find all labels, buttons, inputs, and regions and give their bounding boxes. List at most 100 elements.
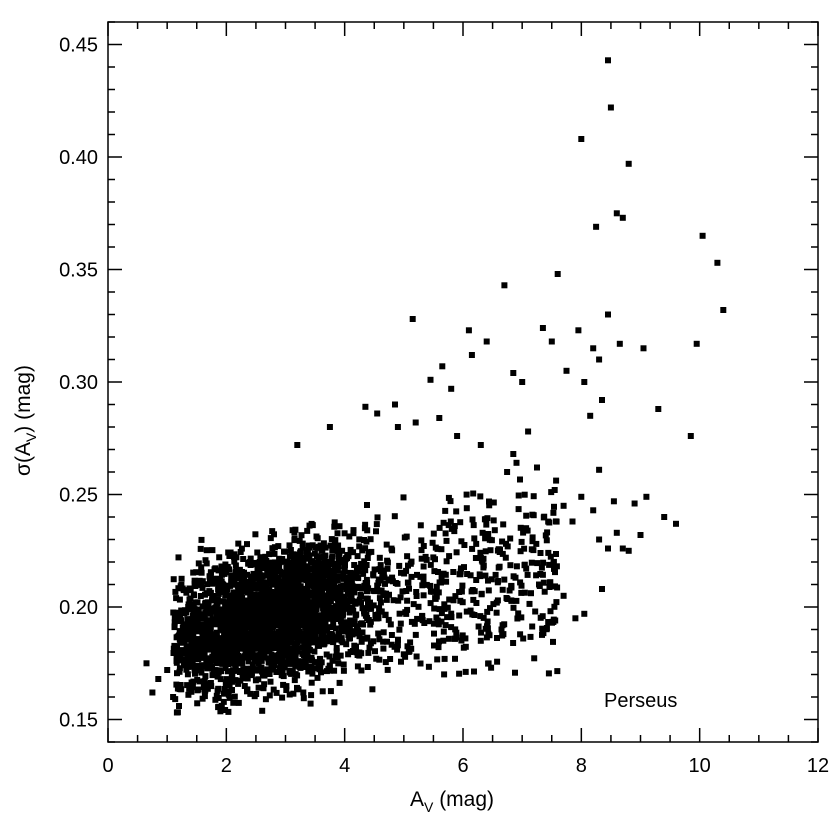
band-point-421 [304,555,311,562]
dense-point-2484 [360,570,367,577]
band-point-692 [404,606,411,613]
band-point-410 [328,590,335,597]
dense-point-2166 [189,653,195,660]
dense-point-460 [237,549,244,555]
x-axis-label-unit: (mag) [433,788,494,811]
band-point-373 [346,620,353,627]
band-point-485 [306,575,313,582]
data-point-59 [590,507,597,514]
dense-point-2528 [292,662,299,669]
dense-point-2478 [268,663,275,670]
dense-point-1351 [380,629,387,636]
band-point-187 [310,631,317,638]
dense-point-1607 [356,633,363,640]
dense-point-2359 [254,611,261,618]
dense-point-2078 [226,595,233,602]
dense-point-2589 [230,599,237,606]
dense-point-2543 [252,645,259,652]
dense-point-1812 [201,693,208,700]
dense-point-1807 [189,684,196,691]
band-point-517 [539,571,546,578]
dense-point-1441 [199,578,206,585]
band-point-349 [550,558,557,565]
dense-point-2501 [286,542,293,549]
band-point-546 [521,491,528,498]
dense-point-2101 [269,618,276,625]
dense-point-2496 [291,621,298,628]
band-point-590 [290,607,297,614]
dense-point-2561 [284,593,291,600]
band-point-315 [374,587,381,594]
band-point-285 [459,632,466,639]
band-point-6 [380,645,387,652]
band-point-378 [549,619,555,626]
dense-point-2585 [286,691,293,698]
dense-point-2526 [234,629,241,636]
band-point-691 [367,599,373,606]
band-point-477 [459,582,466,589]
y-tick-labels: 0.15 0.20 0.25 0.30 0.35 0.40 0.45 [59,35,98,732]
dense-point-2242 [221,609,228,616]
dense-point-1834 [236,575,242,582]
band-point-173 [453,549,460,556]
band-point-184 [521,545,528,552]
band-point-2 [444,614,451,621]
dense-point-1889 [189,663,195,670]
dense-point-2485 [196,678,203,685]
data-point-62 [613,529,620,536]
data-point-64 [643,493,650,500]
band-point-622 [305,616,312,623]
band-point-356 [530,493,537,500]
dense-point-1220 [184,671,191,678]
dense-point-2206 [247,642,254,649]
dense-point-1350 [240,556,247,562]
dense-point-2426 [240,588,247,595]
band-point-596 [397,594,404,601]
band-point-328 [354,623,361,630]
dense-point-2434 [279,661,286,668]
band-point-117 [322,627,328,634]
band-point-577 [500,631,507,638]
band-point-148 [294,575,301,582]
dense-point-2531 [238,641,244,648]
dense-point-2418 [229,625,236,632]
dense-point-2421 [193,667,200,673]
dense-point-2186 [226,651,233,657]
band-point-670 [317,587,324,594]
dense-point-1336 [271,531,277,538]
dense-point-2169 [340,661,347,668]
dense-point-771 [203,547,210,554]
dense-point-1619 [346,533,353,540]
band-point-432 [480,562,487,569]
band-point-134 [501,576,508,583]
dense-point-1672 [324,597,331,604]
band-point-333 [523,565,530,572]
band-point-208 [521,589,528,596]
dense-point-1701 [238,622,245,629]
dense-point-2322 [260,651,267,658]
band-point-439 [452,593,459,600]
dense-point-1381 [176,596,183,603]
band-point-284 [358,638,365,645]
band-point-518 [469,516,476,523]
band-point-176 [422,553,429,560]
band-point-452 [510,604,517,611]
dense-point-510 [259,707,266,714]
band-point-271 [512,669,518,676]
band-point-603 [297,548,304,555]
band-point-500 [533,572,540,579]
band-point-471 [478,629,485,636]
dense-point-1105 [226,694,233,701]
dense-point-2329 [199,615,206,622]
dense-point-365 [322,572,329,579]
dense-point-2436 [298,599,305,606]
dense-point-2547 [231,612,238,619]
dense-point-1486 [308,679,315,686]
dense-point-2264 [204,661,211,668]
dense-point-2069 [247,586,253,593]
dense-point-2470 [217,676,224,683]
dense-point-1713 [269,567,276,574]
band-point-230 [547,608,554,615]
dense-point-448 [170,609,177,616]
dense-point-2299 [179,639,186,646]
